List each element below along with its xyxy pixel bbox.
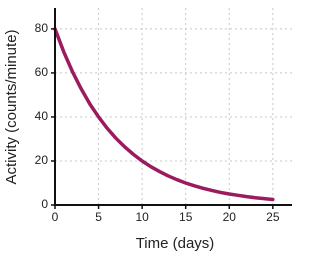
- y-tick-label: 80: [35, 21, 49, 35]
- plot-area: [53, 27, 275, 202]
- y-tick-label: 60: [35, 65, 49, 79]
- chart: Time (days) Activity (counts/minute) 0 5 1…: [3, 8, 292, 252]
- y-tick-label: 40: [35, 109, 49, 123]
- y-tick-label: 20: [35, 153, 49, 167]
- x-axis-label: Time (days): [136, 235, 215, 252]
- y-axis-label: Activity (counts/minute): [3, 29, 20, 184]
- x-tick-label: 25: [266, 210, 280, 224]
- data-line: [53, 27, 275, 202]
- x-tick-label: 5: [95, 210, 102, 224]
- x-tick-label: 20: [223, 210, 237, 224]
- x-tick-label: 10: [135, 210, 149, 224]
- x-tick-label: 15: [179, 210, 193, 224]
- y-tick-label: 0: [41, 197, 48, 211]
- x-tick-label: 0: [52, 210, 59, 224]
